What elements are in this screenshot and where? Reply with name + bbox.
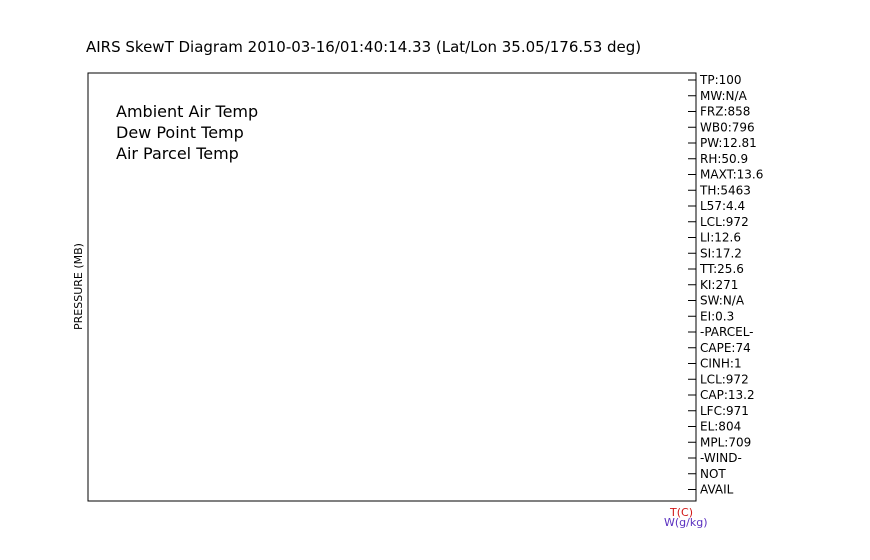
index-label: RH:50.9 — [700, 152, 748, 166]
index-label: LCL:972 — [700, 215, 749, 229]
x-axis-label: T(C) — [669, 506, 693, 519]
index-label: PW:12.81 — [700, 136, 757, 150]
index-label: SI:17.2 — [700, 246, 742, 260]
index-label: AVAIL — [700, 483, 734, 497]
index-label: LI:12.6 — [700, 231, 741, 245]
index-label: -PARCEL- — [700, 325, 754, 339]
y-axis-label: PRESSURE (MB) — [72, 243, 85, 330]
index-label: MPL:709 — [700, 435, 751, 449]
index-label: FRZ:858 — [700, 105, 750, 119]
index-label: KI:271 — [700, 278, 738, 292]
index-label: WB0:796 — [700, 120, 755, 134]
legend-parcel: Air Parcel Temp — [116, 144, 239, 163]
index-label: MW:N/A — [700, 89, 748, 103]
legend-dewpoint: Dew Point Temp — [116, 123, 244, 142]
plot-frame — [87, 72, 697, 502]
index-label: LFC:971 — [700, 404, 749, 418]
index-label: L57:4.4 — [700, 199, 745, 213]
index-label: LCL:972 — [700, 372, 749, 386]
legend-ambient: Ambient Air Temp — [116, 102, 258, 121]
index-label: -WIND- — [700, 451, 742, 465]
mixing-ratio-axis-label: W(g/kg) — [664, 516, 708, 529]
axes: 1002003004005006007008009001000-120-110-… — [87, 72, 708, 529]
chart-title: AIRS SkewT Diagram 2010-03-16/01:40:14.3… — [86, 38, 641, 56]
index-label: TT:25.6 — [699, 262, 744, 276]
index-label: EI:0.3 — [700, 309, 734, 323]
index-label: TH:5463 — [699, 183, 751, 197]
index-label: MAXT:13.6 — [700, 168, 763, 182]
index-label: TP:100 — [699, 73, 742, 87]
index-label: EL:804 — [700, 420, 741, 434]
index-label: CINH:1 — [700, 357, 742, 371]
index-label: NOT — [700, 467, 726, 481]
index-label: CAP:13.2 — [700, 388, 755, 402]
index-label: SW:N/A — [700, 294, 745, 308]
legend: Ambient Air Temp Dew Point Temp Air Parc… — [116, 102, 258, 163]
index-label: CAPE:74 — [700, 341, 751, 355]
